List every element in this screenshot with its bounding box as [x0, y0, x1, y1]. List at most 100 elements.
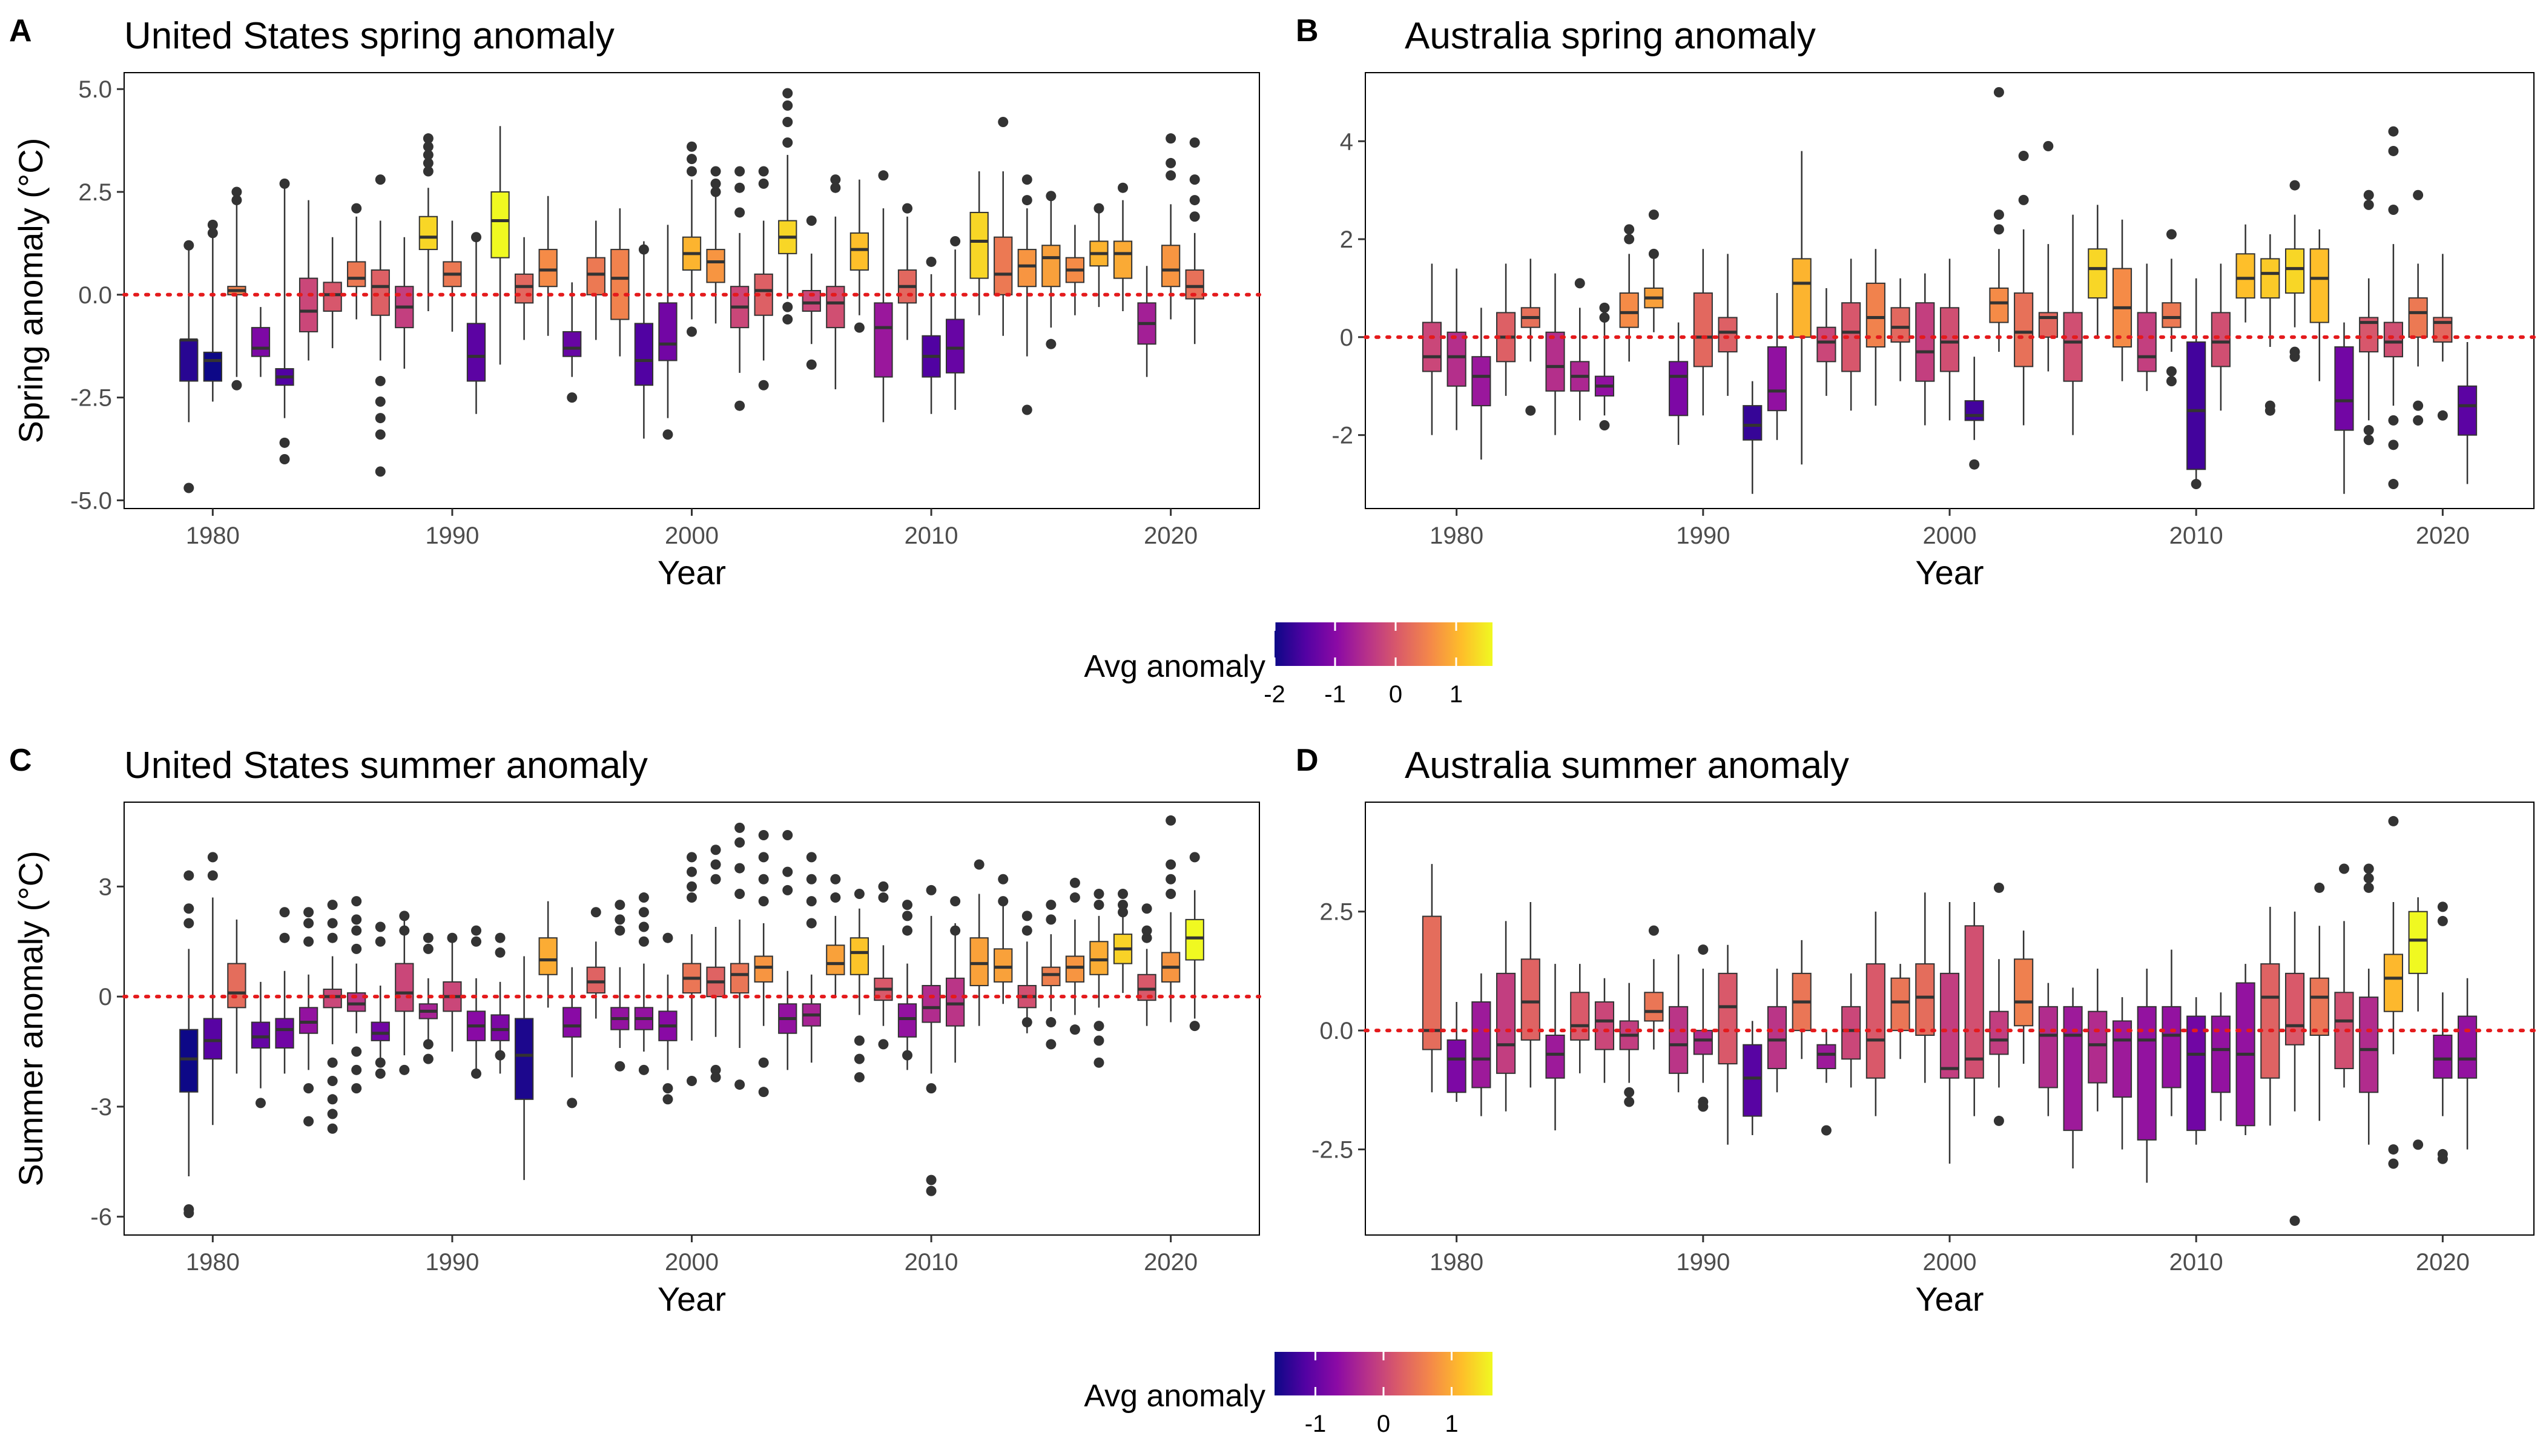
box-body	[922, 984, 941, 1023]
outlier-point	[1046, 1039, 1057, 1050]
box-1994	[1792, 151, 1812, 465]
outlier-point	[998, 874, 1009, 884]
outlier-point	[303, 907, 314, 918]
x-axis-title: Year	[658, 553, 726, 591]
outlier-point	[207, 852, 218, 863]
box-1991	[1718, 944, 1738, 1145]
box-1983	[1520, 259, 1540, 416]
box-body	[2457, 385, 2478, 436]
box-1987	[1619, 983, 1639, 1107]
outlier-point	[854, 1053, 865, 1064]
box-1983	[275, 907, 294, 1074]
box-body	[2211, 312, 2231, 367]
outlier-point	[687, 326, 697, 337]
outlier-point	[351, 896, 362, 907]
box-body	[1471, 1001, 1491, 1089]
box-1989	[1669, 954, 1689, 1093]
box-body	[1185, 918, 1204, 961]
box-body	[1915, 963, 1935, 1036]
outlier-point	[207, 870, 218, 881]
outlier-point	[423, 943, 434, 954]
outlier-point	[662, 1094, 673, 1105]
outlier-point	[183, 918, 194, 929]
x-axis-title: Year	[1915, 1280, 1984, 1318]
box-1995	[562, 282, 582, 403]
outlier-point	[926, 1174, 937, 1185]
box-2004	[778, 88, 797, 325]
outlier-point	[615, 914, 625, 925]
outlier-point	[375, 375, 386, 386]
outlier-point	[1118, 182, 1129, 193]
panel-title: United States spring anomaly	[124, 15, 615, 57]
outlier-point	[423, 1053, 434, 1064]
panel-a: A United States spring anomaly -5.0 -2.5 0.0…	[9, 13, 1261, 591]
y-tick-label: 2.5	[1319, 899, 1353, 926]
box-1985	[323, 237, 342, 349]
y-tick-label: 2	[1340, 226, 1353, 253]
box-body	[514, 273, 534, 304]
y-tick-label: 4	[1340, 128, 1353, 155]
outlier-point	[279, 932, 290, 943]
outlier-point	[231, 380, 242, 390]
outlier-point	[926, 884, 937, 895]
outlier-point	[1021, 911, 1032, 921]
box-body	[275, 1018, 294, 1049]
outlier-point	[854, 322, 865, 333]
box-body	[994, 236, 1013, 295]
box-2011	[2211, 263, 2231, 411]
box-body	[1065, 955, 1085, 983]
outlier-point	[710, 166, 721, 177]
box-body	[2284, 248, 2305, 294]
outlier-point	[423, 166, 434, 177]
box-body	[610, 249, 630, 320]
outlier-point	[687, 166, 697, 177]
outlier-point	[327, 1094, 338, 1105]
outlier-point	[950, 896, 961, 907]
outlier-point	[2363, 199, 2374, 210]
box-body	[2038, 1006, 2058, 1089]
box-2016	[1065, 225, 1085, 315]
outlier-point	[1046, 914, 1057, 925]
box-2007	[849, 179, 869, 333]
box-1985	[323, 900, 342, 1134]
box-1991	[466, 232, 486, 414]
box-body	[298, 1007, 318, 1034]
outlier-point	[1189, 852, 1200, 863]
box-body	[179, 1029, 199, 1093]
box-body	[1743, 405, 1763, 441]
box-1984	[298, 200, 318, 361]
box-body	[1471, 356, 1491, 407]
outlier-point	[495, 1050, 506, 1061]
x-tick-label: 1990	[425, 522, 479, 549]
outlier-point	[375, 396, 386, 407]
outlier-point	[2289, 1215, 2300, 1226]
outlier-point	[1166, 170, 1176, 181]
outlier-point	[375, 174, 386, 185]
colorbar	[1275, 622, 1492, 666]
box-body	[323, 989, 342, 1009]
box-2019	[2408, 189, 2428, 426]
outlier-point	[902, 925, 913, 936]
outlier-point	[1093, 888, 1104, 899]
outlier-point	[495, 947, 506, 958]
box-body	[251, 1021, 271, 1049]
box-body	[2088, 1010, 2108, 1084]
box-body	[945, 977, 965, 1027]
outlier-point	[638, 892, 649, 903]
box-2005	[2063, 214, 2083, 435]
legend-tick-label: -2	[1264, 681, 1285, 708]
box-body	[1669, 361, 1689, 417]
box-1990	[443, 932, 462, 1052]
outlier-point	[327, 1057, 338, 1068]
outlier-point	[327, 932, 338, 943]
outlier-point	[710, 186, 721, 197]
y-tick-label: -2.5	[1311, 1137, 1353, 1164]
outlier-point	[1021, 404, 1032, 415]
outlier-point	[782, 301, 793, 312]
outlier-point	[183, 1208, 194, 1219]
box-body	[371, 269, 390, 316]
box-2012	[2235, 224, 2255, 323]
outlier-point	[1599, 420, 1610, 430]
outlier-point	[878, 170, 889, 181]
outlier-point	[1021, 1017, 1032, 1028]
